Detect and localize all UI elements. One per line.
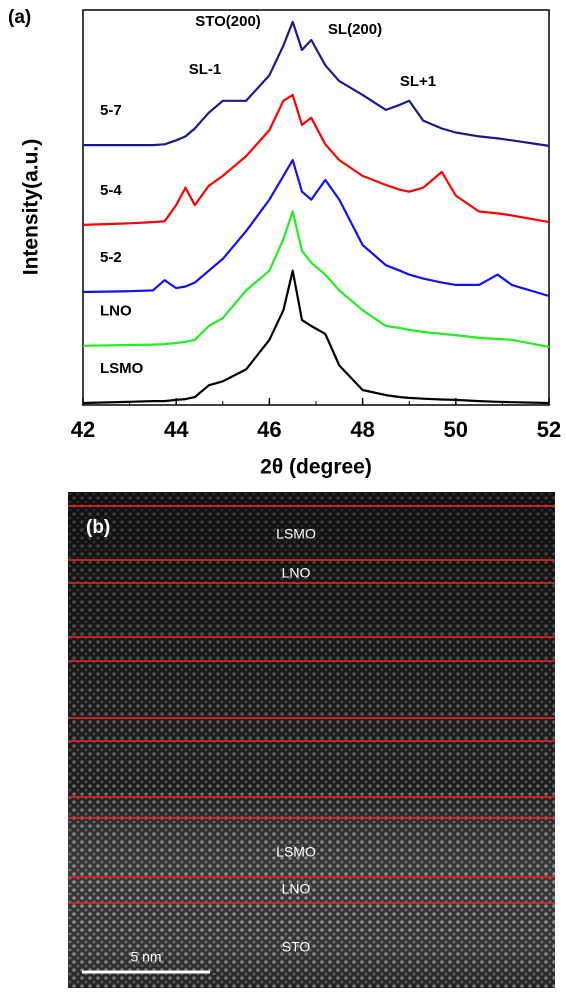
plot-frame: [82, 9, 550, 406]
series-label: 5-2: [100, 249, 122, 266]
peak-label: SL-1: [189, 61, 222, 78]
peak-label: STO(200): [195, 13, 261, 30]
layer-label: LSMO: [276, 844, 316, 860]
xrd-curve: [82, 269, 550, 405]
xrd-curve: [82, 210, 550, 348]
panel-label: (b): [86, 517, 110, 538]
series-label: 5-7: [100, 102, 122, 119]
series-label: LSMO: [100, 360, 144, 377]
layer-label: LNO: [282, 881, 311, 897]
x-tick-label: 44: [164, 417, 189, 442]
xrd-curve: [83, 20, 550, 147]
tem-image: (b) LSMO LNO LSMO LNO STO 5 nm: [68, 492, 555, 988]
layer-label: LNO: [282, 565, 311, 581]
x-tick-label: 50: [444, 417, 468, 442]
x-tick-label: 52: [537, 417, 561, 442]
x-tick-label: 48: [350, 417, 374, 442]
xrd-curve: [82, 93, 550, 226]
scale-bar-label: 5 nm: [130, 949, 161, 965]
panel-label: (a): [8, 7, 31, 28]
x-tick-label: 46: [257, 417, 281, 442]
y-axis-label: Intensity(a.u.): [20, 139, 43, 276]
series-label: LNO: [100, 303, 132, 320]
interfaces: [68, 505, 555, 904]
x-axis-label: 2θ (degree): [260, 456, 372, 479]
layer-label: LSMO: [276, 526, 316, 542]
x-tick-label: 42: [71, 417, 95, 442]
peak-label: SL+1: [400, 73, 436, 90]
peak-label: SL(200): [328, 21, 382, 38]
layer-label: STO: [282, 939, 311, 955]
series-label: 5-4: [100, 182, 122, 199]
xrd-curve: [82, 159, 550, 298]
shading: [68, 492, 555, 988]
